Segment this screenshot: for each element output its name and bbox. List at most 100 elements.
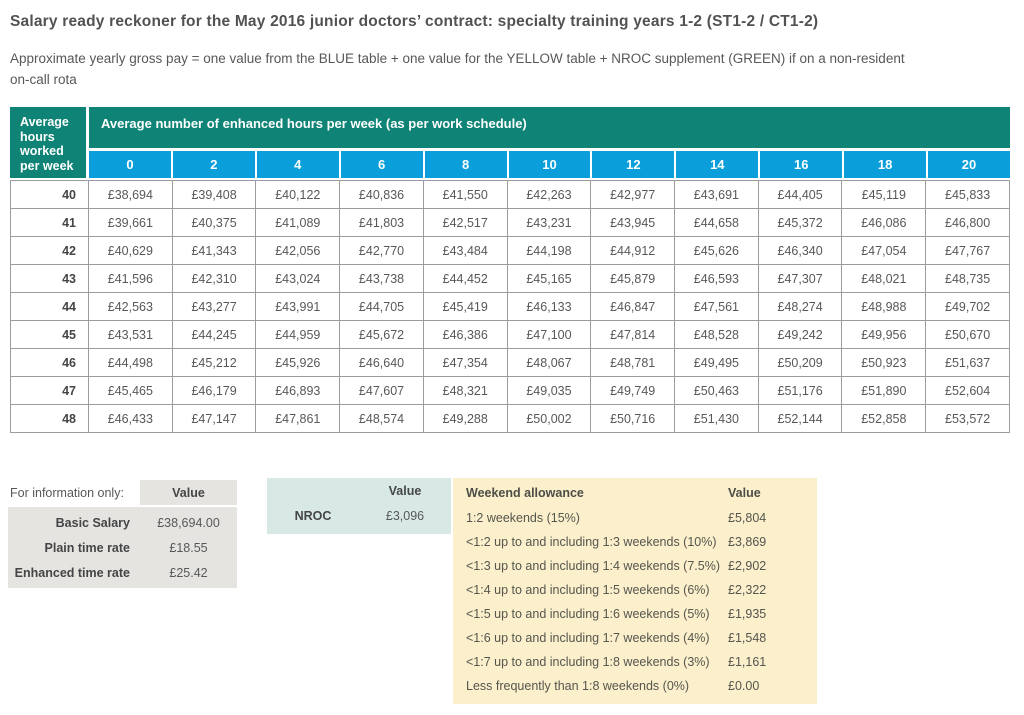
weekend-table-header: Weekend allowance Value xyxy=(453,480,817,506)
weekend-row-label: <1:4 up to and including 1:5 weekends (6… xyxy=(466,583,710,597)
weekend-row-label: <1:3 up to and including 1:4 weekends (7… xyxy=(466,559,720,573)
salary-cell: £44,245 xyxy=(171,320,257,349)
info-row: Basic Salary £38,694.00 xyxy=(8,510,237,535)
salary-cell: £48,988 xyxy=(841,292,927,321)
table-row: 42 £40,629 £41,343 £42,056 £42,770 £43,484 £44… xyxy=(10,236,1010,265)
subtitle-line-2: on-call rota xyxy=(10,72,77,87)
enhanced-hours-column-header: 4 xyxy=(256,151,339,178)
salary-cell: £44,498 xyxy=(88,348,173,377)
nroc-data-row: NROC £3,096 xyxy=(267,503,451,529)
salary-cell: £51,176 xyxy=(757,376,843,405)
salary-cell: £47,561 xyxy=(674,292,759,321)
weekend-row-label: 1:2 weekends (15%) xyxy=(466,511,580,525)
weekend-row-label: <1:7 up to and including 1:8 weekends (3… xyxy=(466,655,710,669)
weekend-row-value: £1,935 xyxy=(728,607,767,621)
salary-cell: £48,574 xyxy=(339,404,424,433)
salary-cell: £46,133 xyxy=(506,292,592,321)
salary-cell: £42,977 xyxy=(590,180,676,209)
salary-cell: £49,035 xyxy=(506,376,592,405)
corner-header-average-hours: Average hours worked per week xyxy=(10,107,86,178)
salary-cell: £40,122 xyxy=(255,180,341,209)
salary-cell: £49,495 xyxy=(674,348,759,377)
hours-cell: 41 xyxy=(10,208,89,237)
salary-cell: £46,340 xyxy=(757,236,843,265)
salary-cell: £47,354 xyxy=(422,348,508,377)
info-table-body: Basic Salary £38,694.00 Plain time rate £18… xyxy=(8,507,237,588)
weekend-header-value: Value xyxy=(728,486,761,500)
subtitle-line-1: Approximate yearly gross pay = one value… xyxy=(10,51,905,66)
weekend-row-label: Less frequently than 1:8 weekends (0%) xyxy=(466,679,690,693)
enhanced-hours-column-header: 12 xyxy=(592,151,675,178)
enhanced-hours-column-headers: 0 2 4 6 8 10 12 14 16 18 20 xyxy=(89,151,1010,178)
hours-cell: 40 xyxy=(10,180,89,209)
table-row: 41 £39,661 £40,375 £41,089 £41,803 £42,517 £43… xyxy=(10,208,1010,237)
weekend-row-value: £0.00 xyxy=(728,679,760,693)
salary-table-header: Average hours worked per week Average nu… xyxy=(10,107,1010,178)
weekend-row-label: <1:2 up to and including 1:3 weekends (1… xyxy=(466,535,717,549)
enhanced-hours-column-header: 8 xyxy=(424,151,507,178)
weekend-row: <1:7 up to and including 1:8 weekends (3… xyxy=(453,650,817,674)
info-table: For information only: Value Basic Salary… xyxy=(8,480,237,588)
salary-cell: £48,781 xyxy=(590,348,676,377)
enhanced-hours-column-header: 16 xyxy=(760,151,843,178)
salary-cell: £46,179 xyxy=(171,376,257,405)
table-row: 47 £45,465 £46,179 £46,893 £47,607 £48,321 £49… xyxy=(10,376,1010,405)
salary-cell: £47,100 xyxy=(506,320,592,349)
hours-cell: 42 xyxy=(10,236,89,265)
salary-cell: £49,242 xyxy=(757,320,843,349)
enhanced-hours-header-group: Average number of enhanced hours per wee… xyxy=(89,107,1010,178)
weekend-row: <1:5 up to and including 1:6 weekends (5… xyxy=(453,602,817,626)
enhanced-hours-column-header: 20 xyxy=(928,151,1010,178)
weekend-row-label: <1:5 up to and including 1:6 weekends (5… xyxy=(466,607,710,621)
info-row-value: £18.55 xyxy=(169,540,208,555)
salary-cell: £42,263 xyxy=(506,180,592,209)
salary-cell: £44,452 xyxy=(422,264,508,293)
salary-cell: £49,956 xyxy=(841,320,927,349)
salary-cell: £43,277 xyxy=(171,292,257,321)
salary-cell: £45,165 xyxy=(506,264,592,293)
salary-cell: £47,607 xyxy=(339,376,424,405)
weekend-table-rows: 1:2 weekends (15%) £5,804 <1:2 up to and i… xyxy=(453,506,817,698)
enhanced-hours-column-header: 6 xyxy=(340,151,423,178)
salary-cell: £45,372 xyxy=(757,208,843,237)
salary-cell: £42,517 xyxy=(422,208,508,237)
table-row: 44 £42,563 £43,277 £43,991 £44,705 £45,419 £46… xyxy=(10,292,1010,321)
salary-cell: £46,386 xyxy=(422,320,508,349)
salary-cell: £45,672 xyxy=(339,320,424,349)
salary-cell: £48,321 xyxy=(422,376,508,405)
hours-cell: 45 xyxy=(10,320,89,349)
weekend-row-value: £3,869 xyxy=(728,535,767,549)
salary-cell: £39,661 xyxy=(88,208,173,237)
salary-cell: £39,408 xyxy=(171,180,257,209)
weekend-allowance-table: Weekend allowance Value 1:2 weekends (15… xyxy=(453,478,817,704)
salary-cell: £50,670 xyxy=(925,320,1010,349)
weekend-header-label: Weekend allowance xyxy=(466,486,584,500)
weekend-row-label: <1:6 up to and including 1:7 weekends (4… xyxy=(466,631,710,645)
enhanced-hours-column-header: 2 xyxy=(172,151,255,178)
table-row: 46 £44,498 £45,212 £45,926 £46,640 £47,354 £48… xyxy=(10,348,1010,377)
salary-cell: £49,702 xyxy=(925,292,1010,321)
info-row-value: £38,694.00 xyxy=(157,515,220,530)
salary-cell: £48,021 xyxy=(841,264,927,293)
weekend-row: <1:4 up to and including 1:5 weekends (6… xyxy=(453,578,817,602)
salary-cell: £47,307 xyxy=(757,264,843,293)
salary-cell: £53,572 xyxy=(925,404,1010,433)
salary-cell: £51,430 xyxy=(674,404,759,433)
weekend-row-value: £5,804 xyxy=(728,511,767,525)
salary-cell: £51,890 xyxy=(841,376,927,405)
salary-cell: £43,231 xyxy=(506,208,592,237)
page-title: Salary ready reckoner for the May 2016 j… xyxy=(10,13,819,30)
weekend-row-value: £2,902 xyxy=(728,559,767,573)
info-row-label: Basic Salary xyxy=(55,515,130,530)
hours-cell: 46 xyxy=(10,348,89,377)
info-row-value: £25.42 xyxy=(169,565,208,580)
salary-cell: £46,847 xyxy=(590,292,676,321)
salary-cell: £43,024 xyxy=(255,264,341,293)
nroc-table: Value NROC £3,096 xyxy=(267,478,451,534)
salary-cell: £41,089 xyxy=(255,208,341,237)
salary-cell: £42,310 xyxy=(171,264,257,293)
info-table-caption: For information only: xyxy=(10,485,124,500)
salary-cell: £47,861 xyxy=(255,404,341,433)
enhanced-hours-column-header: 18 xyxy=(844,151,927,178)
salary-cell: £44,198 xyxy=(506,236,592,265)
